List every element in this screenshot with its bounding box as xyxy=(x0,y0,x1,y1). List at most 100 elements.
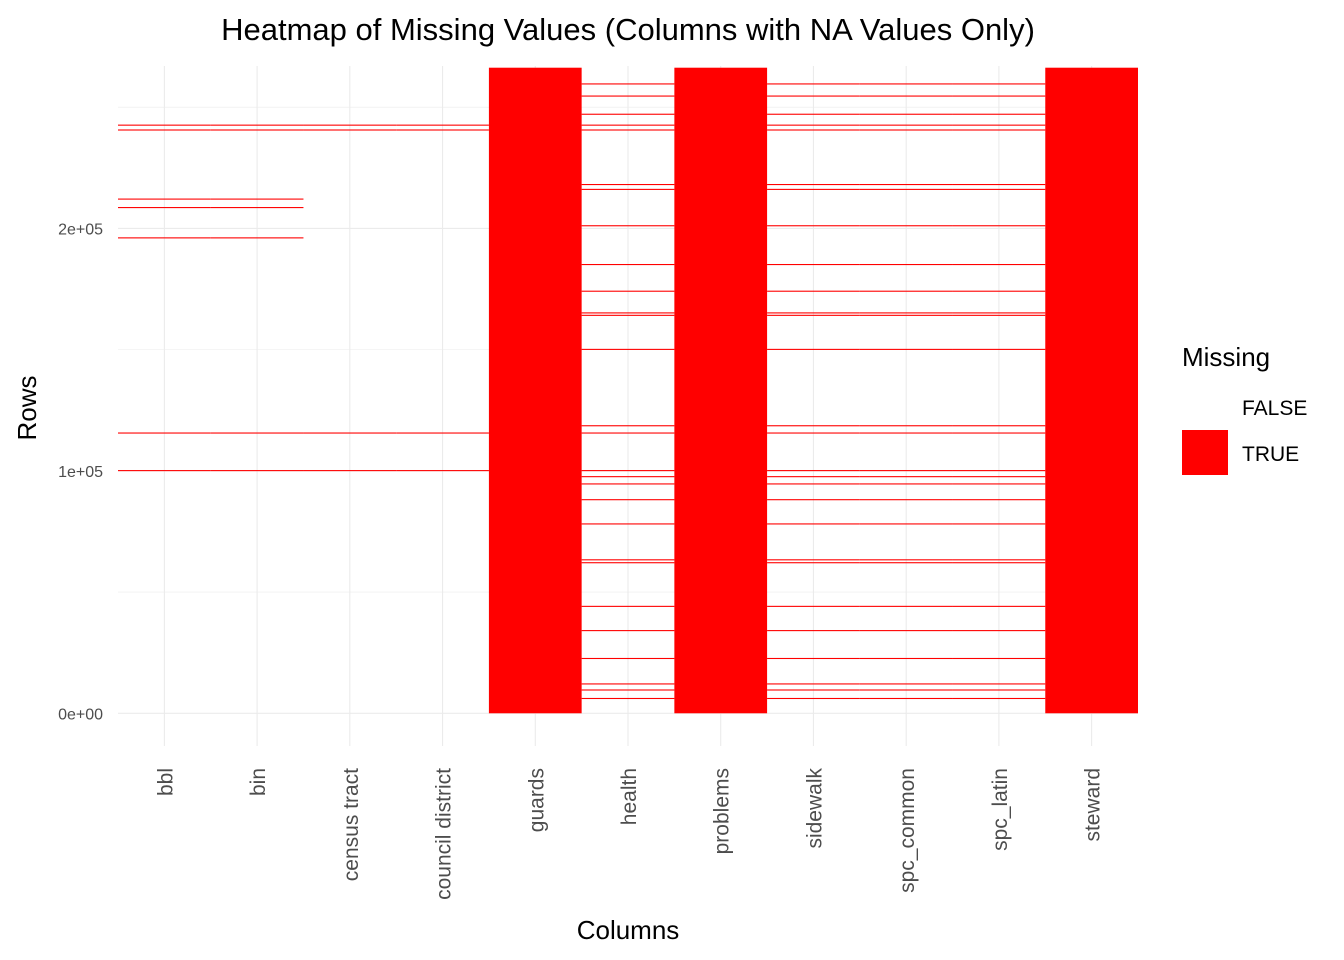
missing-cell-health xyxy=(581,129,675,131)
x-tick-label-health: health xyxy=(618,768,641,825)
x-tick-label-sidewalk: sidewalk xyxy=(803,768,826,849)
missing-cell-spc-common xyxy=(859,425,953,427)
missing-cell-sidewalk xyxy=(767,697,860,700)
missing-cell-problems xyxy=(674,67,768,714)
missing-cell-sidewalk xyxy=(767,689,860,691)
x-axis-title: Columns xyxy=(577,915,680,945)
x-tick-label-census-tract: census tract xyxy=(340,768,363,881)
x-tick-label-guards: guards xyxy=(525,768,548,832)
missing-cell-spc-common xyxy=(859,605,953,607)
missing-cell-spc-common xyxy=(859,683,953,685)
missing-cell-spc-latin xyxy=(952,657,1046,660)
missing-cell-spc-common xyxy=(859,689,953,691)
chart-title: Heatmap of Missing Values (Columns with … xyxy=(221,12,1035,47)
missing-cell-bin xyxy=(210,237,304,239)
missing-cell-bin xyxy=(210,470,304,472)
missing-cell-spc-latin xyxy=(952,290,1046,292)
y-tick-label: 0e+00 xyxy=(58,706,103,723)
missing-cell-bin xyxy=(210,124,304,126)
missing-cell-health xyxy=(581,470,675,472)
missing-cell-sidewalk xyxy=(767,314,860,316)
missing-cell-spc-common xyxy=(859,470,953,472)
missing-cell-spc-common xyxy=(859,657,953,660)
missing-cell-spc-latin xyxy=(952,605,1046,607)
y-axis-ticks: 0e+00 1e+05 2e+05 xyxy=(58,221,103,723)
missing-cell-health xyxy=(581,124,675,126)
legend-title: Missing xyxy=(1182,342,1270,372)
missing-cell-spc-common xyxy=(859,83,953,85)
missing-cell-bbl xyxy=(118,432,211,434)
missing-cell-bbl xyxy=(118,237,211,239)
missing-cell-council-district xyxy=(396,470,489,472)
missing-cell-spc-common xyxy=(859,314,953,316)
missing-cell-sidewalk xyxy=(767,348,860,350)
missing-cell-spc-latin xyxy=(952,225,1046,227)
missing-cell-sidewalk xyxy=(767,129,860,131)
missing-cell-spc-common xyxy=(859,348,953,350)
missing-cell-sidewalk xyxy=(767,188,860,190)
x-tick-label-spc-latin: spc_latin xyxy=(989,768,1012,851)
missing-cell-health xyxy=(581,432,675,434)
missing-cell-spc-latin xyxy=(952,83,1046,85)
missing-cell-spc-common xyxy=(859,483,953,485)
missing-cell-spc-common xyxy=(859,562,953,564)
missing-cell-spc-common xyxy=(859,559,953,561)
missing-cell-sidewalk xyxy=(767,183,860,186)
missing-cell-steward xyxy=(1045,67,1138,714)
missing-cell-sidewalk xyxy=(767,683,860,685)
missing-cell-health xyxy=(581,689,675,691)
missing-cell-bbl xyxy=(118,207,211,209)
missing-cell-sidewalk xyxy=(767,562,860,564)
missing-cell-spc-common xyxy=(859,129,953,131)
missing-cell-spc-common xyxy=(859,188,953,190)
missing-cell-census-tract xyxy=(303,124,397,126)
missing-cell-bin xyxy=(210,432,304,434)
missing-cell-sidewalk xyxy=(767,476,860,478)
missing-cell-health xyxy=(581,562,675,564)
missing-cell-spc-common xyxy=(859,124,953,126)
missing-cell-spc-common xyxy=(859,523,953,525)
missing-cell-spc-common xyxy=(859,225,953,227)
missing-cell-health xyxy=(581,523,675,525)
missing-cell-health xyxy=(581,499,675,501)
missing-cell-spc-common xyxy=(859,697,953,700)
missing-cell-council-district xyxy=(396,432,489,434)
missing-cell-sidewalk xyxy=(767,263,860,266)
missing-cell-spc-common xyxy=(859,476,953,478)
missing-cell-spc-common xyxy=(859,630,953,632)
missing-cell-spc-latin xyxy=(952,476,1046,478)
missing-cell-sidewalk xyxy=(767,432,860,434)
missing-cell-health xyxy=(581,348,675,350)
missing-cell-census-tract xyxy=(303,129,397,131)
missing-cell-census-tract xyxy=(303,432,397,434)
missing-cell-health xyxy=(581,183,675,186)
missing-cell-bbl xyxy=(118,129,211,131)
missing-cell-spc-latin xyxy=(952,697,1046,700)
missing-cell-bbl xyxy=(118,470,211,472)
missing-cell-spc-latin xyxy=(952,432,1046,434)
missing-cell-sidewalk xyxy=(767,113,860,115)
missing-cell-health xyxy=(581,657,675,660)
missing-cell-health xyxy=(581,263,675,266)
missing-cell-health xyxy=(581,483,675,485)
missing-cell-spc-common xyxy=(859,312,953,314)
missing-cell-sidewalk xyxy=(767,499,860,501)
missing-cell-health xyxy=(581,290,675,292)
missing-cell-health xyxy=(581,425,675,427)
missing-cell-sidewalk xyxy=(767,523,860,525)
missing-cell-spc-latin xyxy=(952,348,1046,350)
missing-cell-sidewalk xyxy=(767,630,860,632)
missing-cell-spc-latin xyxy=(952,188,1046,190)
missing-cell-spc-latin xyxy=(952,95,1046,97)
x-tick-label-bbl: bbl xyxy=(154,768,177,796)
missing-cell-health xyxy=(581,83,675,85)
missing-cell-spc-common xyxy=(859,263,953,266)
missing-cell-council-district xyxy=(396,124,489,126)
missing-cell-sidewalk xyxy=(767,312,860,314)
missing-cell-sidewalk xyxy=(767,425,860,427)
missing-cell-sidewalk xyxy=(767,470,860,472)
missing-cell-bin xyxy=(210,198,304,200)
missing-cell-spc-latin xyxy=(952,113,1046,115)
missing-cell-sidewalk xyxy=(767,290,860,292)
missing-cell-bin xyxy=(210,129,304,131)
